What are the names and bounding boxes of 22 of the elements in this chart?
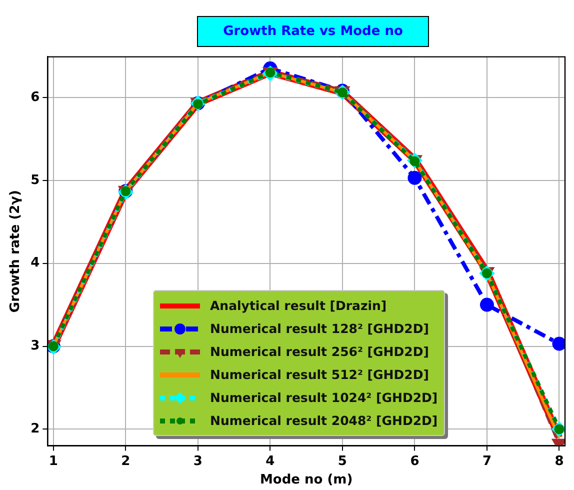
x-tick-label: 2 <box>121 454 130 469</box>
legend-label: Numerical result 128² [GHD2D] <box>210 321 429 336</box>
x-tick-label: 8 <box>554 454 564 469</box>
legend-label: Numerical result 512² [GHD2D] <box>210 367 429 382</box>
x-tick-label: 7 <box>482 454 492 469</box>
x-tick-label: 6 <box>410 454 420 469</box>
legend-label: Numerical result 256² [GHD2D] <box>210 344 429 359</box>
chart-title: Growth Rate vs Mode no <box>197 16 429 47</box>
x-axis-title: Mode no (m) <box>260 472 353 488</box>
y-axis-title: Growth rate (2γ) <box>8 190 24 313</box>
y-tick-label: 3 <box>30 338 40 354</box>
x-tick-label: 5 <box>338 454 347 469</box>
x-tick-label: 3 <box>193 454 202 469</box>
legend-label: Numerical result 2048² [GHD2D] <box>210 413 438 428</box>
legend-label: Numerical result 1024² [GHD2D] <box>210 390 438 405</box>
y-tick-label: 2 <box>30 422 40 437</box>
y-tick-label: 5 <box>30 172 40 188</box>
legend-label: Analytical result [Drazin] <box>210 298 387 313</box>
x-tick-label: 1 <box>48 454 58 469</box>
x-tick-label: 4 <box>266 454 275 469</box>
y-tick-label: 4 <box>30 256 40 271</box>
y-tick-label: 6 <box>30 90 40 105</box>
